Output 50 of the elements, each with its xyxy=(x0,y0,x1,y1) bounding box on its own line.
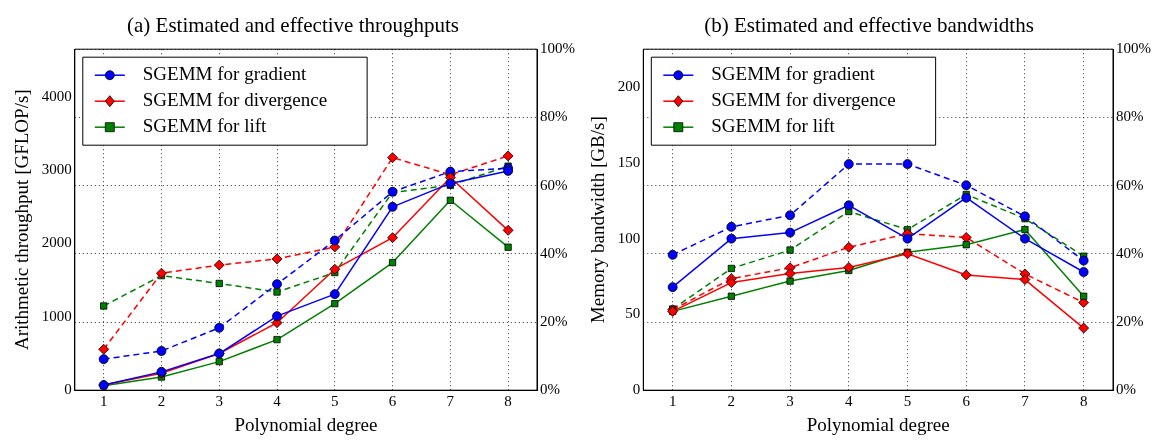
y2-tick-label: 20% xyxy=(540,312,568,329)
x-tick-label: 7 xyxy=(1021,393,1030,410)
x-tick-label: 4 xyxy=(845,393,854,410)
y-tick-label: 50 xyxy=(625,305,641,322)
y2-tick-label: 40% xyxy=(1116,244,1144,261)
legend-label: SGEMM for gradient xyxy=(711,63,876,85)
x-axis-title: Polynomial degree xyxy=(806,413,950,435)
y-tick-label: 1000 xyxy=(41,307,72,324)
y2-tick-label: 100% xyxy=(1116,40,1151,57)
x-tick-label: 4 xyxy=(273,393,282,410)
y2-tick-label: 60% xyxy=(1116,176,1144,193)
chart-title: (a) Estimated and effective throughputs xyxy=(126,13,460,38)
x-tick-label: 3 xyxy=(786,393,794,410)
y-tick-label: 0 xyxy=(64,381,72,398)
legend-label: SGEMM for lift xyxy=(711,115,836,137)
y-tick-label: 2000 xyxy=(41,234,72,251)
x-tick-label: 1 xyxy=(668,393,677,410)
y-tick-label: 150 xyxy=(617,153,641,170)
y-tick-label: 100 xyxy=(617,229,641,246)
y2-tick-label: 60% xyxy=(540,176,568,193)
y2-tick-label: 100% xyxy=(540,40,575,57)
x-tick-label: 8 xyxy=(1079,393,1088,410)
y-axis-title: Arithmetic throughput [GFLOP/s] xyxy=(11,89,33,351)
x-tick-label: 5 xyxy=(331,393,339,410)
y-axis-title: Memory bandwidth [GB/s] xyxy=(587,116,609,324)
x-tick-label: 6 xyxy=(962,393,971,410)
y2-tick-label: 0% xyxy=(540,381,560,398)
y-tick-label: 3000 xyxy=(41,161,72,178)
y2-tick-label: 40% xyxy=(540,244,568,261)
legend-label: SGEMM for gradient xyxy=(142,63,308,85)
x-tick-label: 1 xyxy=(99,393,108,410)
y-tick-label: 0 xyxy=(632,381,641,398)
y2-tick-label: 80% xyxy=(540,108,568,125)
x-tick-label: 7 xyxy=(446,393,455,410)
y2-tick-label: 0% xyxy=(1116,381,1136,398)
y-tick-label: 200 xyxy=(617,78,641,95)
x-tick-label: 8 xyxy=(504,393,512,410)
y2-tick-label: 20% xyxy=(1116,312,1144,329)
x-axis-title: Polynomial degree xyxy=(234,413,378,435)
legend-label: SGEMM for divergence xyxy=(142,89,328,111)
x-tick-label: 2 xyxy=(727,393,736,410)
legend-label: SGEMM for lift xyxy=(142,115,268,137)
x-tick-label: 5 xyxy=(903,393,912,410)
x-tick-label: 2 xyxy=(157,393,166,410)
chart-title: (b) Estimated and effective bandwidths xyxy=(704,13,1034,38)
x-tick-label: 6 xyxy=(388,393,397,410)
x-tick-label: 3 xyxy=(215,393,223,410)
y-tick-label: 4000 xyxy=(41,87,72,104)
legend-label: SGEMM for divergence xyxy=(711,89,896,111)
y2-tick-label: 80% xyxy=(1116,108,1144,125)
